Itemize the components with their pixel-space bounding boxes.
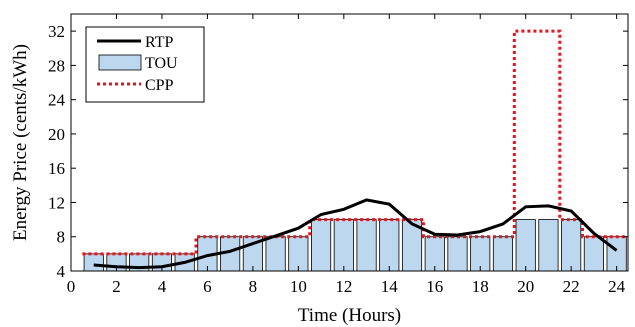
x-tick-label: 24 — [608, 277, 626, 296]
x-tick-label: 22 — [563, 277, 580, 296]
x-axis-label: Time (Hours) — [298, 305, 401, 326]
y-tick-label: 4 — [57, 262, 66, 281]
legend-rtp-label: RTP — [145, 34, 173, 51]
tou-bar — [583, 236, 604, 272]
x-tick-label: 18 — [472, 277, 489, 296]
tou-bar — [288, 236, 309, 272]
y-tick-label: 20 — [48, 125, 65, 144]
tou-bar — [356, 219, 377, 272]
tou-bar — [447, 236, 468, 272]
tou-bar — [311, 219, 332, 272]
tou-bar — [379, 219, 400, 272]
y-tick-label: 32 — [48, 22, 65, 41]
legend: RTP TOU CPP — [85, 26, 205, 103]
x-tick-label: 0 — [67, 277, 76, 296]
legend-tou-swatch — [98, 54, 142, 71]
tou-bar — [606, 236, 627, 272]
y-tick-label: 12 — [48, 193, 65, 212]
plot-area-frame — [70, 13, 629, 272]
legend-cpp-label: CPP — [145, 77, 174, 94]
x-tick-label: 12 — [335, 277, 352, 296]
rtp-series-line — [93, 198, 618, 270]
cpp-series-line — [82, 29, 628, 256]
x-tick-label: 10 — [290, 277, 307, 296]
y-axis-label: Energy Price (cents/kWh) — [10, 44, 31, 241]
y-tick-label: 16 — [48, 159, 65, 178]
x-tick-label: 6 — [203, 277, 212, 296]
x-tick-label: 8 — [249, 277, 258, 296]
tou-bars — [83, 219, 627, 272]
x-tick-label: 4 — [158, 277, 167, 296]
tou-bar — [333, 219, 354, 272]
y-axis-ticks: 4 8 12 16 20 24 28 32 — [48, 22, 628, 281]
x-tick-label: 20 — [517, 277, 534, 296]
legend-tou-label: TOU — [145, 55, 178, 72]
tou-bar — [265, 236, 286, 272]
y-tick-label: 28 — [48, 56, 65, 75]
y-tick-label: 8 — [57, 228, 66, 247]
tou-bar — [515, 219, 536, 272]
tou-bar — [561, 219, 582, 272]
tou-bar — [83, 253, 104, 272]
x-tick-label: 16 — [426, 277, 443, 296]
x-tick-label: 2 — [112, 277, 121, 296]
tou-bar — [424, 236, 445, 272]
x-axis-ticks: 0 2 4 6 8 10 12 14 16 18 20 22 24 — [67, 14, 626, 296]
tou-bar — [538, 219, 559, 272]
x-tick-label: 14 — [381, 277, 399, 296]
tou-bar — [492, 236, 514, 272]
price-lines — [82, 29, 628, 270]
tou-bar — [470, 236, 491, 272]
y-tick-label: 24 — [48, 91, 66, 110]
